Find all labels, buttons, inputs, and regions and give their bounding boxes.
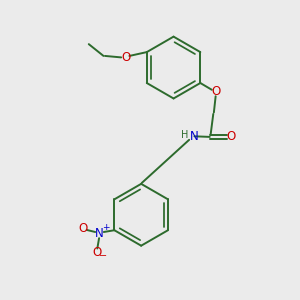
Text: O: O (211, 85, 220, 98)
Text: H: H (182, 130, 189, 140)
Text: O: O (121, 51, 130, 64)
Text: −: − (99, 251, 107, 261)
Text: O: O (78, 222, 88, 235)
Text: N: N (95, 227, 103, 240)
Text: N: N (190, 130, 198, 143)
Text: O: O (226, 130, 236, 143)
Text: +: + (102, 223, 109, 232)
Text: O: O (92, 246, 101, 260)
